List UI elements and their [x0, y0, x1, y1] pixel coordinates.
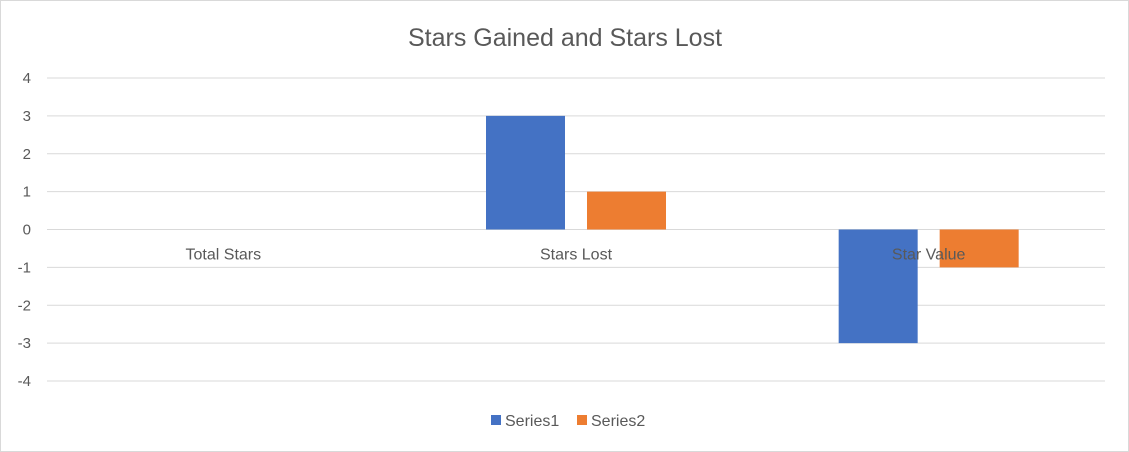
category-label: Total Stars: [186, 247, 262, 264]
legend-label-series2: Series2: [591, 413, 645, 430]
chart-title: Stars Gained and Stars Lost: [408, 24, 722, 52]
bar-series2-2: [939, 229, 1019, 268]
legend: Series1 Series2: [491, 413, 645, 430]
category-label: Stars Lost: [540, 247, 613, 264]
y-tick-label: -4: [18, 373, 31, 390]
legend-label-series1: Series1: [505, 413, 559, 430]
y-tick-label: -3: [18, 335, 31, 352]
legend-swatch-series1: [491, 415, 501, 425]
category-labels: Total Stars Stars Lost Star Value: [186, 247, 966, 264]
y-tick-label: 0: [23, 222, 31, 239]
y-tick-label: 4: [23, 70, 31, 87]
y-tick-label: 2: [23, 146, 31, 163]
category-label: Star Value: [892, 247, 966, 264]
legend-swatch-series2: [577, 415, 587, 425]
bar-series1-2: [838, 229, 918, 344]
bar-series1-1: [486, 115, 565, 230]
y-tick-label: 3: [23, 108, 31, 125]
y-tick-label: -1: [18, 259, 31, 276]
y-tick-label: -2: [18, 297, 31, 314]
bars: [486, 115, 1019, 344]
gridlines: [47, 77, 1105, 382]
bar-series2-1: [587, 191, 666, 230]
y-tick-label: 1: [23, 184, 31, 201]
y-axis-ticks: 4 3 2 1 0 -1 -2 -3 -4: [18, 70, 31, 390]
